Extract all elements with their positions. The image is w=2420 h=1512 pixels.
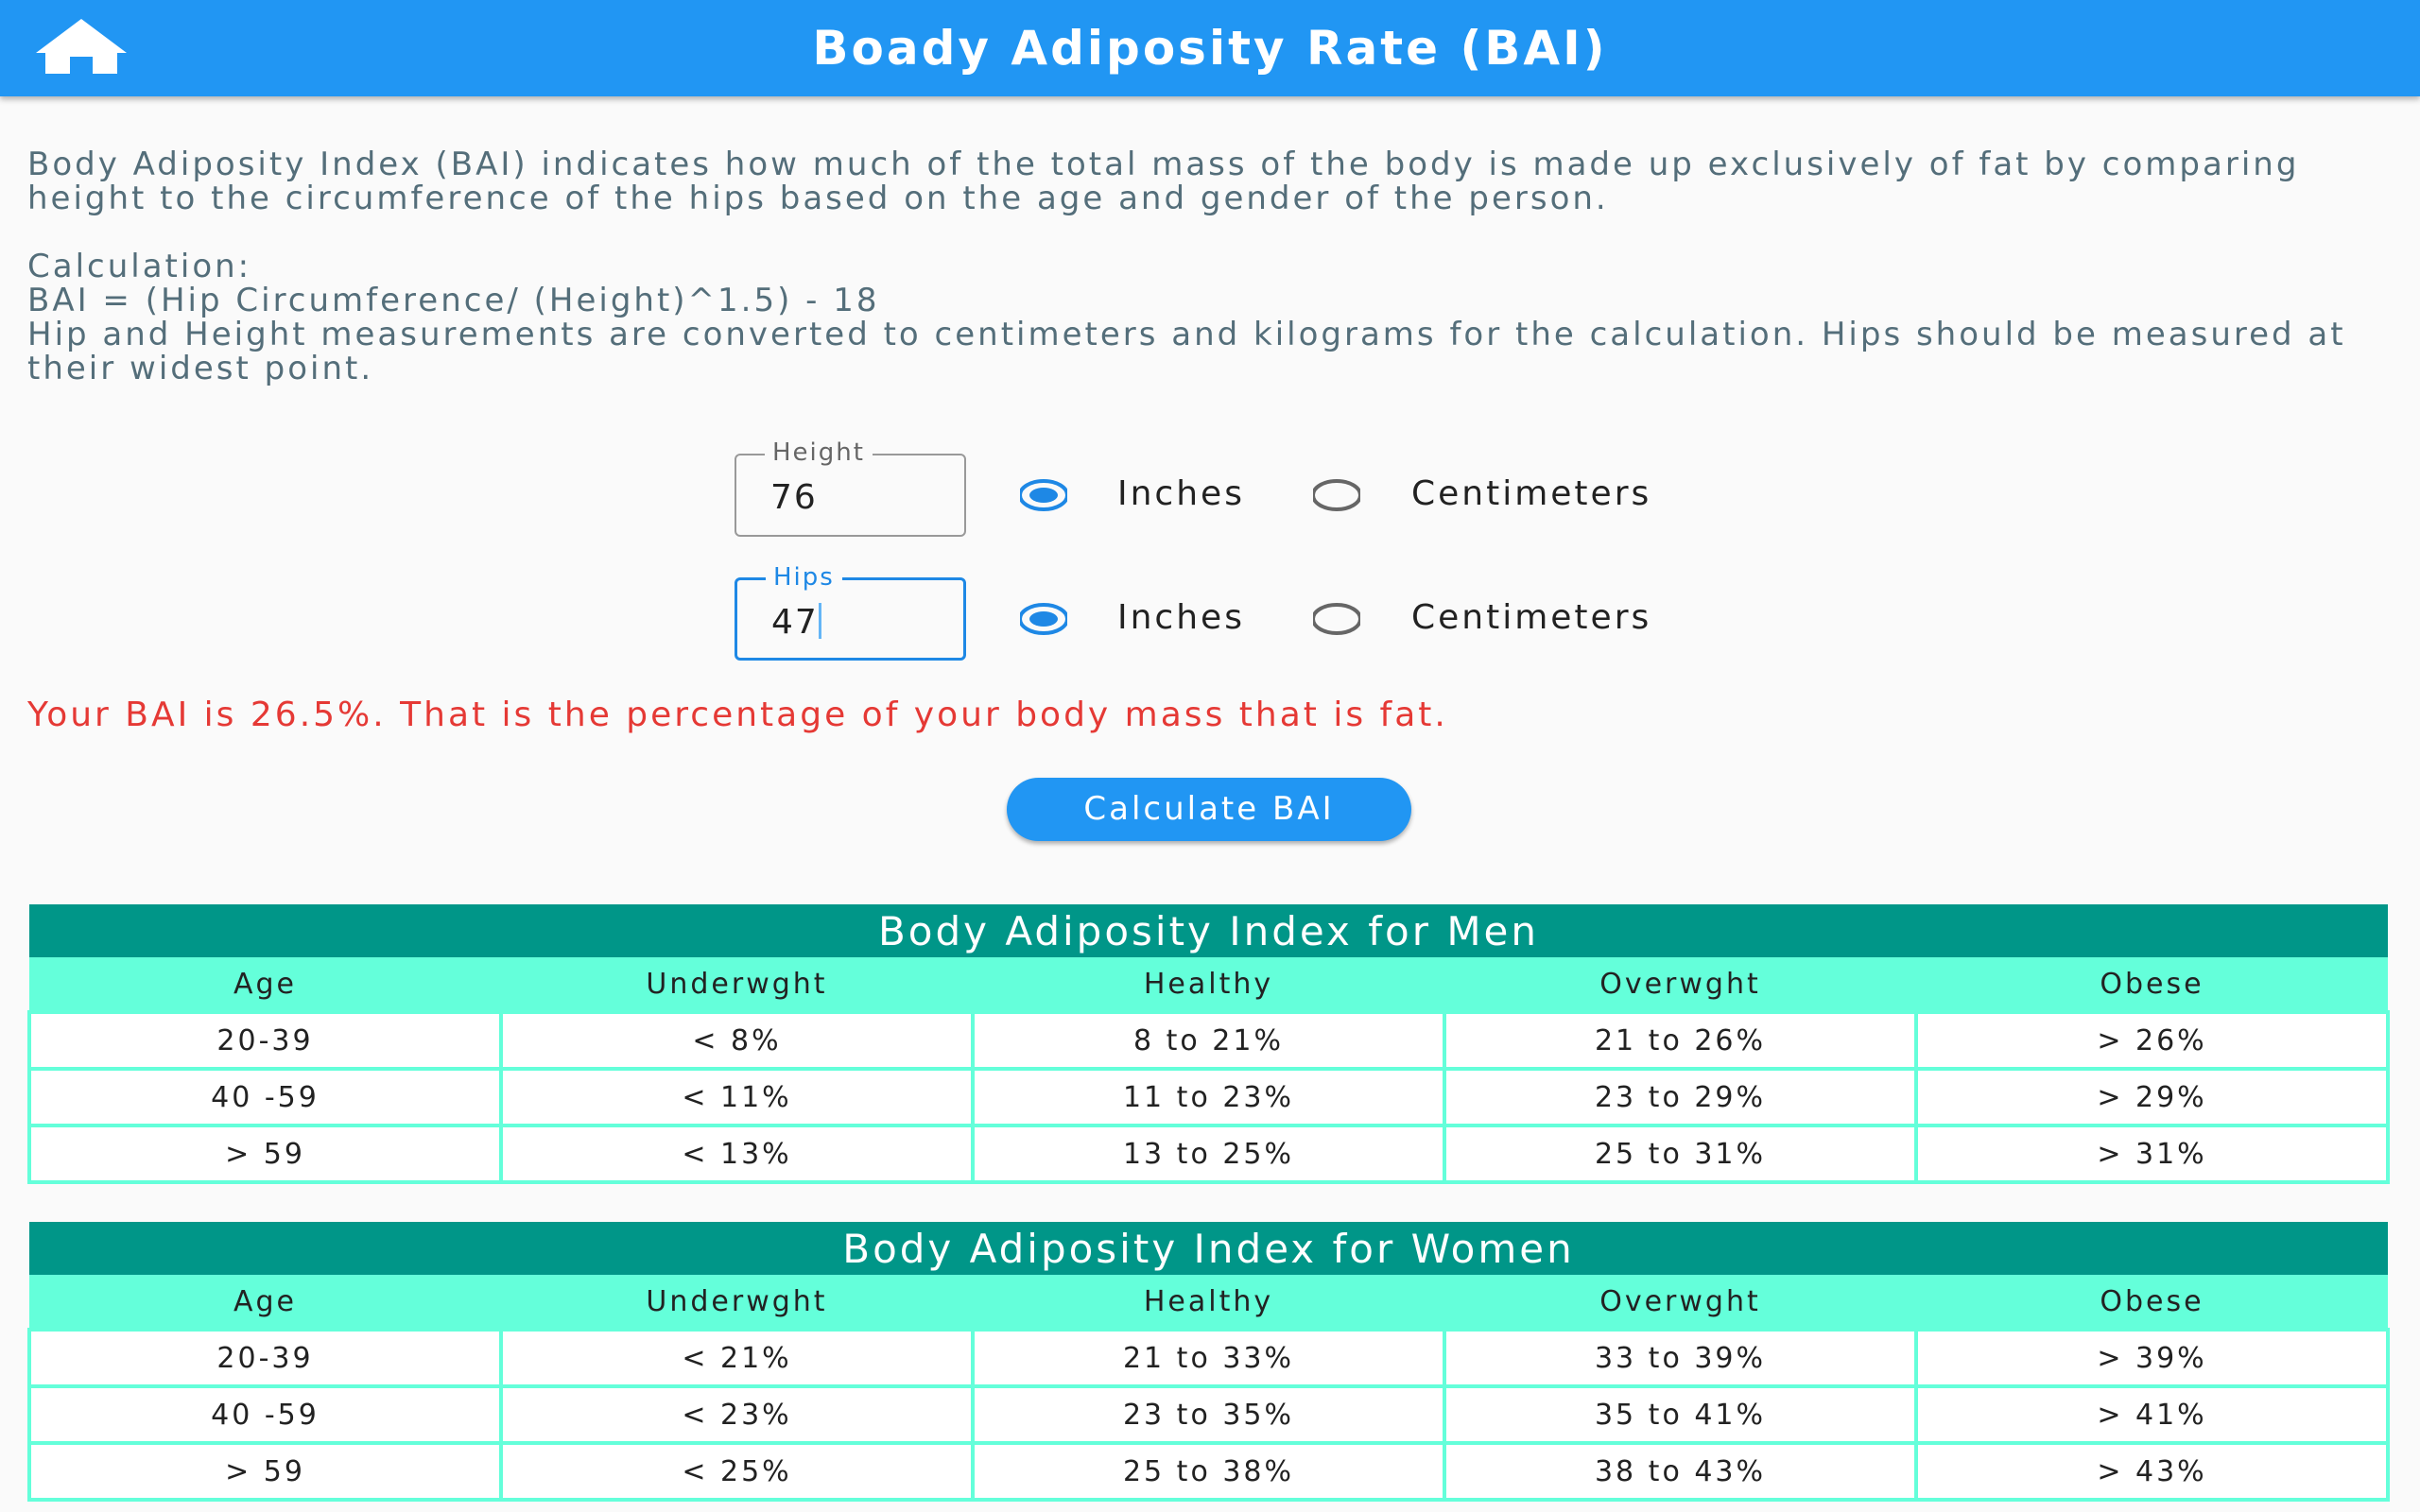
column-header: Underwght <box>501 1275 973 1330</box>
table-row: > 59 < 25% 25 to 38% 38 to 43% > 43% <box>27 1441 2390 1502</box>
table-row: 40 -59 < 11% 11 to 23% 23 to 29% > 29% <box>27 1067 2390 1127</box>
home-icon[interactable] <box>32 17 130 76</box>
column-header-row: Age Underwght Healthy Overwght Obese <box>29 957 2388 1012</box>
table-row: 20-39 < 21% 21 to 33% 33 to 39% > 39% <box>27 1328 2390 1388</box>
table-row: 20-39 < 8% 8 to 21% 21 to 26% > 26% <box>27 1010 2390 1071</box>
field-value: 47 <box>771 603 821 642</box>
option-label[interactable]: Inches <box>1117 474 1245 513</box>
cell: > 26% <box>1914 1010 2390 1071</box>
calc-label: Calculation: <box>27 248 252 285</box>
cell: 40 -59 <box>27 1384 503 1445</box>
title-row: Body Adiposity Index for Women <box>29 1222 2388 1275</box>
cell: > 59 <box>27 1441 503 1502</box>
column-header: Underwght <box>501 957 973 1012</box>
bai-table: Body Adiposity Index for Women Age Underwg… <box>27 1222 2390 1502</box>
cell: 21 to 26% <box>1443 1010 1918 1071</box>
bai-table: Body Adiposity Index for Men Age Underwght… <box>27 904 2390 1184</box>
cell: 13 to 25% <box>971 1124 1446 1184</box>
field-value: 76 <box>770 478 818 517</box>
radio[interactable] <box>1020 478 1067 512</box>
radio[interactable] <box>1313 602 1360 636</box>
cell: < 11% <box>499 1067 975 1127</box>
caret <box>818 603 821 639</box>
field-label: Height <box>765 438 873 467</box>
note: Hip and Height measurements are converte… <box>27 316 2346 387</box>
cell: 20-39 <box>27 1010 503 1071</box>
cell: < 23% <box>499 1384 975 1445</box>
table-row: 40 -59 < 23% 23 to 35% 35 to 41% > 41% <box>27 1384 2390 1445</box>
cell: 21 to 33% <box>971 1328 1446 1388</box>
column-header: Healthy <box>973 1275 1444 1330</box>
value-text: 76 <box>770 478 818 517</box>
cell: < 13% <box>499 1124 975 1184</box>
calculate-button[interactable]: Calculate BAI <box>1007 778 1411 841</box>
field-label: Hips <box>766 563 842 592</box>
cell: 40 -59 <box>27 1067 503 1127</box>
cell: > 31% <box>1914 1124 2390 1184</box>
column-header-row: Age Underwght Healthy Overwght Obese <box>29 1275 2388 1330</box>
cell: > 29% <box>1914 1067 2390 1127</box>
column-header: Obese <box>1916 1275 2388 1330</box>
app-bar: Boady Adiposity Rate (BAI) <box>0 0 2420 96</box>
text-field[interactable]: Height 76 <box>735 438 966 537</box>
cell: 11 to 23% <box>971 1067 1446 1127</box>
cell: 25 to 31% <box>1443 1124 1918 1184</box>
formula: BAI = (Hip Circumference/ (Height)^1.5) … <box>27 282 880 319</box>
cell: 38 to 43% <box>1443 1441 1918 1502</box>
text-field[interactable]: Hips 47 <box>735 563 966 661</box>
value-text: 47 <box>771 603 819 642</box>
cell: 35 to 41% <box>1443 1384 1918 1445</box>
radio[interactable] <box>1313 478 1360 512</box>
description: Body Adiposity Index (BAI) indicates how… <box>27 146 2300 217</box>
option-label[interactable]: Inches <box>1117 598 1245 637</box>
column-header: Healthy <box>973 957 1444 1012</box>
cell: < 25% <box>499 1441 975 1502</box>
cell: 25 to 38% <box>971 1441 1446 1502</box>
cell: 20-39 <box>27 1328 503 1388</box>
column-header: Age <box>29 1275 501 1330</box>
cell: > 41% <box>1914 1384 2390 1445</box>
result: Your BAI is 26.5%. That is the percentag… <box>27 696 1448 734</box>
column-header: Overwght <box>1444 1275 1916 1330</box>
cell: < 21% <box>499 1328 975 1388</box>
cell: < 8% <box>499 1010 975 1071</box>
cell: 33 to 39% <box>1443 1328 1918 1388</box>
cell: > 43% <box>1914 1441 2390 1502</box>
cell: > 59 <box>27 1124 503 1184</box>
table-title: Body Adiposity Index for Women <box>29 1222 2388 1275</box>
radio[interactable] <box>1020 602 1067 636</box>
title: Boady Adiposity Rate (BAI) <box>812 21 1608 76</box>
cell: 23 to 35% <box>971 1384 1446 1445</box>
column-header: Overwght <box>1444 957 1916 1012</box>
table-title: Body Adiposity Index for Men <box>29 904 2388 957</box>
cell: > 39% <box>1914 1328 2390 1388</box>
option-label[interactable]: Centimeters <box>1411 474 1652 513</box>
title-row: Body Adiposity Index for Men <box>29 904 2388 957</box>
option-label[interactable]: Centimeters <box>1411 598 1652 637</box>
cell: 8 to 21% <box>971 1010 1446 1071</box>
table-row: > 59 < 13% 13 to 25% 25 to 31% > 31% <box>27 1124 2390 1184</box>
cell: 23 to 29% <box>1443 1067 1918 1127</box>
column-header: Age <box>29 957 501 1012</box>
column-header: Obese <box>1916 957 2388 1012</box>
